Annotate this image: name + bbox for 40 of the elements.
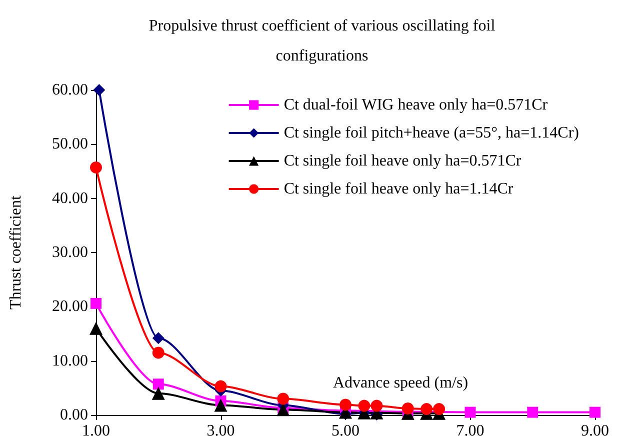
chart-title: Propulsive thrust coefficient of various oscillating foil configurations: [148, 18, 496, 64]
y-axis-title: Thrust coefficient: [8, 195, 24, 310]
point: [590, 406, 600, 418]
point: [214, 380, 227, 392]
x-tick-label: 5.00: [332, 422, 360, 440]
point: [276, 403, 290, 416]
point: [433, 403, 446, 416]
legend-label: Ct single foil pitch+heave (a=55°, ha=1.14Cr): [284, 124, 580, 142]
point: [370, 400, 383, 412]
point: [152, 332, 164, 344]
point: [152, 346, 164, 359]
y-tick-label: 10.00: [52, 352, 88, 370]
y-tick-label: 60.00: [52, 82, 88, 98]
y-tick-label: 20.00: [52, 298, 88, 316]
point: [277, 392, 290, 405]
y-tick-label: 30.00: [52, 244, 88, 261]
x-tick-label: 3.00: [206, 422, 235, 440]
point: [152, 378, 164, 390]
point: [358, 400, 370, 412]
point: [93, 84, 106, 96]
point: [90, 322, 102, 335]
y-tick-label: 50.00: [52, 136, 88, 153]
point: [340, 398, 352, 411]
x-tick-label: 1.00: [82, 422, 110, 440]
point: [420, 403, 433, 416]
y-tick-label: 40.00: [52, 190, 88, 207]
point: [152, 386, 165, 400]
point: [90, 298, 102, 309]
point: [214, 398, 228, 412]
legend-label: Ct dual-foil WIG heave only ha=0.571Cr: [284, 96, 548, 114]
point: [527, 406, 538, 418]
y-tick-label: 0.00: [60, 406, 88, 424]
x-axis-title: Advance speed (m/s): [332, 374, 468, 392]
point: [464, 406, 476, 418]
legend-label: Ct single foil heave only ha=0.571Cr: [284, 152, 522, 170]
point: [402, 402, 414, 414]
x-tick-label: 9.00: [581, 422, 609, 440]
x-tick-label: 7.00: [456, 422, 484, 440]
legend-label: Ct single foil heave only ha=1.14Cr: [284, 180, 514, 198]
point: [90, 161, 102, 174]
